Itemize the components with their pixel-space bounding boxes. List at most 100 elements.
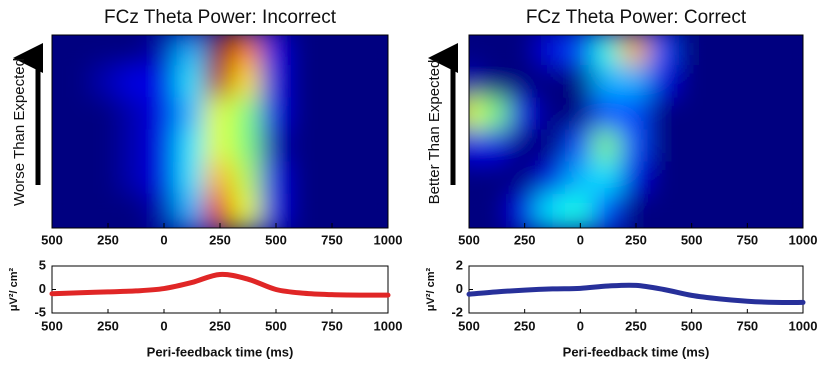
heatmap-cell (344, 97, 376, 134)
heatmap-cell (536, 65, 569, 102)
x-tick-label: 500 (265, 232, 287, 247)
heatmap-cell (592, 129, 625, 166)
heatmap-cell (787, 97, 803, 134)
heatmap-cell (120, 35, 152, 70)
heatmap-cell (148, 97, 180, 134)
heatmap-cell (92, 129, 124, 166)
heatmap-cell (592, 161, 625, 198)
heatmap-cell (480, 35, 513, 70)
y-tick-label: 0 (39, 281, 46, 296)
heatmap-cell (787, 35, 803, 70)
y-axis-label: μV²/ cm² (425, 267, 437, 311)
heatmap-cell (759, 35, 792, 70)
heatmap-cell (536, 129, 569, 166)
heatmap-cell (232, 193, 264, 228)
heatmap-cell (703, 97, 736, 134)
heatmap-cell (675, 161, 708, 198)
heatmap-cell (536, 193, 569, 228)
x-tick-label: 250 (514, 318, 536, 333)
y-tick-label: -2 (451, 304, 463, 319)
x-tick-label: 500 (41, 318, 63, 333)
heatmap-cell (92, 35, 124, 70)
heatmap-cell (480, 65, 513, 102)
x-tick-label: 250 (97, 318, 119, 333)
x-tick-label: 250 (625, 318, 647, 333)
heatmap-cell (703, 129, 736, 166)
heatmap-cell (536, 161, 569, 198)
heatmap-cell (344, 129, 376, 166)
x-tick-label: 500 (681, 318, 703, 333)
heatmap-cell (536, 97, 569, 134)
heatmap-cell (260, 129, 292, 166)
x-tick-label: 1000 (374, 318, 403, 333)
x-tick-label: 0 (577, 232, 584, 247)
heatmap-cell (344, 65, 376, 102)
heatmap-cell (731, 161, 764, 198)
x-tick-label: 1000 (374, 232, 403, 247)
heatmap-cell (592, 35, 625, 70)
heatmap-cell (232, 97, 264, 134)
heatmap-cell (480, 97, 513, 134)
heatmap-cell (232, 65, 264, 102)
heatmap-cell (120, 65, 152, 102)
y-tick-label: 5 (39, 257, 46, 272)
heatmap-cell (787, 129, 803, 166)
heatmap-cell (260, 65, 292, 102)
heatmap (52, 35, 388, 228)
x-tick-label: 1000 (789, 318, 818, 333)
heatmap-cell (759, 65, 792, 102)
heatmap-cell (731, 129, 764, 166)
heatmap-cell (480, 161, 513, 198)
heatmap-cell (620, 161, 652, 198)
heatmap-cell (647, 161, 680, 198)
heatmap-cell (148, 129, 180, 166)
heatmap-cell (120, 193, 152, 228)
heatmap-cell (592, 193, 625, 228)
chart-title: FCz Theta Power: Incorrect (104, 7, 337, 28)
heatmap-cell (288, 161, 320, 198)
heatmap-cell (120, 97, 152, 134)
heatmap-cell (647, 129, 680, 166)
x-tick-label: 1000 (789, 232, 818, 247)
heatmap-cell (316, 193, 348, 228)
heatmap-cell (787, 65, 803, 102)
x-tick-label: 500 (41, 232, 63, 247)
heatmap-cell (260, 161, 292, 198)
heatmap-cells (469, 35, 803, 228)
x-tick-label: 250 (209, 232, 231, 247)
heatmap-cell (372, 35, 388, 70)
heatmap-cell (564, 35, 597, 70)
heatmap-cell (564, 129, 597, 166)
heatmap-cell (64, 129, 96, 166)
heatmap-cell (232, 35, 264, 70)
heatmap-cell (731, 35, 764, 70)
heatmap-cell (204, 65, 236, 102)
heatmap-cell (647, 193, 680, 228)
heatmap-cell (232, 129, 264, 166)
heatmap-cell (508, 161, 541, 198)
x-axis-label: Peri-feedback time (ms) (147, 344, 294, 359)
heatmap-cell (620, 193, 652, 228)
heatmap-cell (204, 35, 236, 70)
chart-title: FCz Theta Power: Correct (526, 7, 747, 28)
x-tick-label: 250 (209, 318, 231, 333)
heatmap-cell (92, 65, 124, 102)
heatmap-cell (508, 129, 541, 166)
heatmap-cell (64, 35, 96, 70)
x-tick-label: 250 (625, 232, 647, 247)
heatmap-cell (316, 35, 348, 70)
heatmap-cell (344, 35, 376, 70)
heatmap-cell (675, 65, 708, 102)
data-line (49, 271, 391, 298)
heatmap-cell (731, 65, 764, 102)
heatmap-cell (64, 193, 96, 228)
heatmap-cell (620, 35, 652, 70)
heatmap-cell (148, 35, 180, 70)
heatmap-cell (787, 161, 803, 198)
heatmap-cell (64, 97, 96, 134)
heatmap-cell (288, 193, 320, 228)
heatmap-cell (92, 161, 124, 198)
x-tick-label: 250 (514, 232, 536, 247)
heatmap-cell (675, 129, 708, 166)
